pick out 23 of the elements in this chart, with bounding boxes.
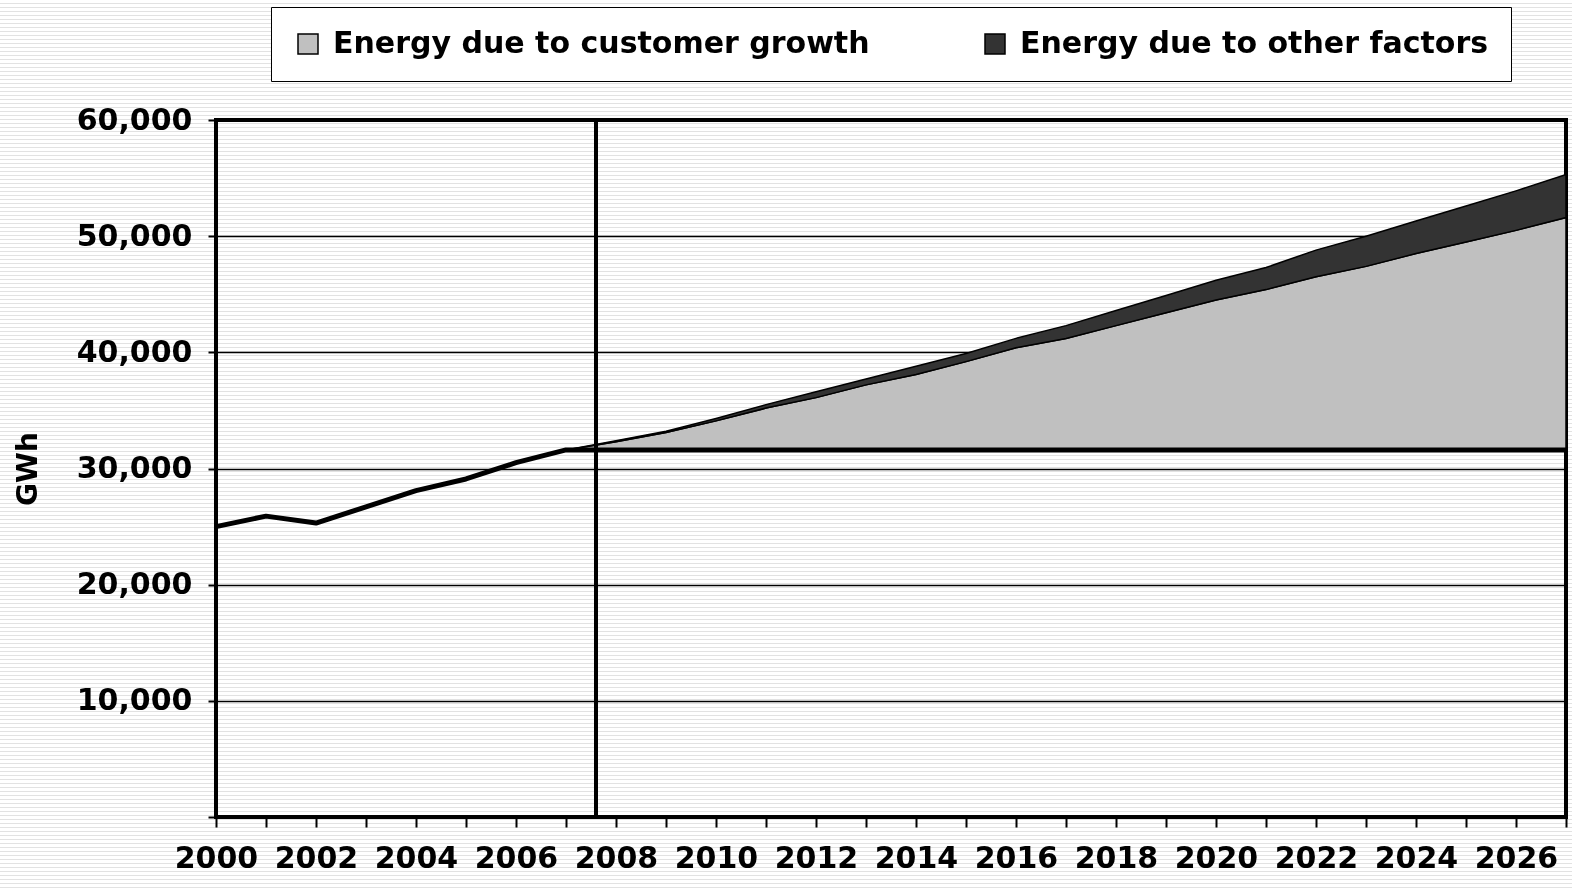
x-tick-label: 2008 <box>574 839 659 875</box>
x-tick-label: 2010 <box>674 839 759 875</box>
y-tick-label: 50,000 <box>76 217 193 253</box>
x-tick-label: 2006 <box>474 839 559 875</box>
x-tick-label: 2002 <box>274 839 359 875</box>
x-tick-label: 2018 <box>1074 839 1159 875</box>
x-tick-label: 2022 <box>1274 839 1359 875</box>
y-tick-label: 40,000 <box>76 333 193 369</box>
y-axis-title: GWh <box>10 432 44 506</box>
y-tick-label: 10,000 <box>76 682 193 718</box>
y-tick-label: 20,000 <box>76 566 193 602</box>
x-tick-label: 2020 <box>1174 839 1259 875</box>
x-tick-label: 2012 <box>774 839 859 875</box>
x-tick-label: 2004 <box>374 839 459 875</box>
x-tick-label: 2024 <box>1374 839 1459 875</box>
legend-label: Energy due to customer growth <box>333 25 870 60</box>
x-tick-label: 2026 <box>1474 839 1559 875</box>
y-tick-label: 30,000 <box>76 450 193 485</box>
x-tick-label: 2016 <box>974 839 1059 875</box>
y-tick-label: 60,000 <box>76 101 193 137</box>
x-tick-label: 2000 <box>174 839 259 875</box>
x-tick-label: 2014 <box>874 839 959 875</box>
legend-label: Energy due to other factors <box>1020 25 1489 60</box>
